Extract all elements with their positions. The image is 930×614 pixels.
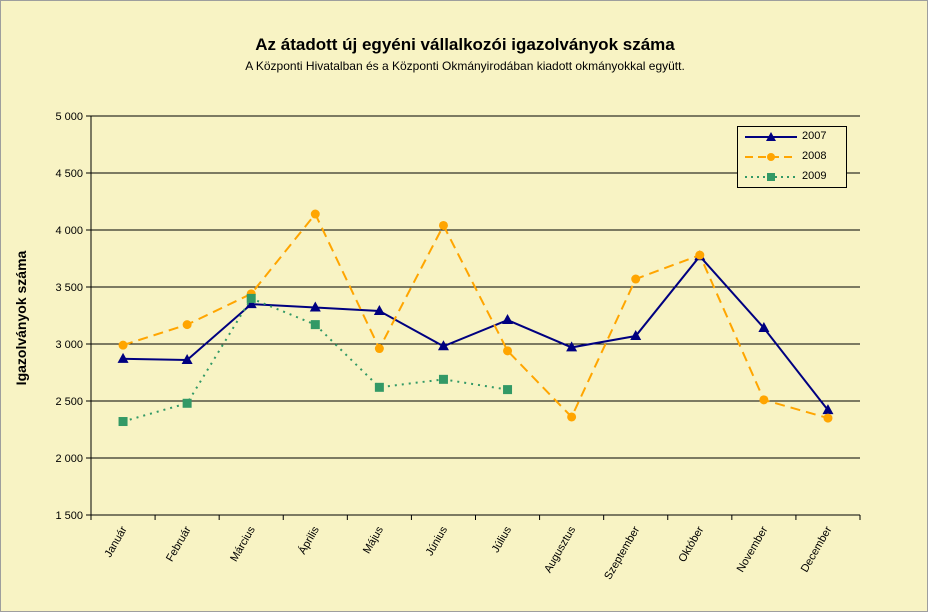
data-point-2009 xyxy=(438,374,448,384)
data-point-2007 xyxy=(630,330,642,341)
x-tick-label: November xyxy=(735,524,771,574)
data-point-2008 xyxy=(759,395,769,405)
y-tick-label: 3 000 xyxy=(55,339,83,351)
y-tick-label: 4 500 xyxy=(55,168,83,180)
y-tick-label: 2 000 xyxy=(55,453,83,465)
legend-label-2009: 2009 xyxy=(802,170,827,182)
legend-item-2008: 2008 xyxy=(738,147,846,167)
legend-symbol-2009 xyxy=(745,173,797,181)
x-tick-label: Május xyxy=(361,524,386,556)
legend: 2007 2008 2009 xyxy=(737,126,847,188)
x-tick-label: Március xyxy=(228,524,258,564)
y-tick-label: 3 500 xyxy=(55,282,83,294)
x-tick-label: Szeptember xyxy=(602,524,642,582)
x-tick-label: Június xyxy=(424,524,451,558)
x-tick-label: Október xyxy=(676,524,706,564)
y-tick-label: 2 500 xyxy=(55,396,83,408)
series-line-2008 xyxy=(122,212,829,420)
data-point-2009 xyxy=(310,320,320,330)
data-point-2009 xyxy=(503,385,513,395)
data-point-2009 xyxy=(118,417,128,427)
data-point-2007 xyxy=(437,340,449,351)
y-tick-label: 5 000 xyxy=(55,111,83,123)
legend-symbol-2008 xyxy=(745,153,797,161)
data-point-2008 xyxy=(374,344,384,354)
y-tick-label: 1 500 xyxy=(55,510,83,522)
x-tick-label: Április xyxy=(296,524,322,557)
data-point-2007 xyxy=(373,304,385,315)
x-tick-label: Augusztus xyxy=(542,524,578,575)
data-point-2008 xyxy=(695,250,705,260)
legend-label-2007: 2007 xyxy=(802,130,827,142)
chart-subtitle: A Központi Hivatalban és a Központi Okmá… xyxy=(245,59,685,73)
data-point-2009 xyxy=(374,382,384,392)
data-point-2007 xyxy=(758,322,770,333)
x-tick-label: Január xyxy=(102,524,129,559)
x-tick-label: December xyxy=(799,524,835,574)
data-point-2007 xyxy=(309,301,321,312)
data-point-2008 xyxy=(438,220,448,230)
data-point-2007 xyxy=(117,352,129,363)
legend-label-2008: 2008 xyxy=(802,150,827,162)
legend-item-2007: 2007 xyxy=(738,127,846,147)
legend-item-2009: 2009 xyxy=(738,167,846,187)
data-point-2007 xyxy=(822,404,834,415)
data-point-2008 xyxy=(567,412,577,422)
legend-symbol-2007 xyxy=(745,132,797,141)
data-point-2008 xyxy=(631,274,641,284)
data-point-2007 xyxy=(502,314,514,325)
chart-title: Az átadott új egyéni vállalkozói igazolv… xyxy=(255,35,675,54)
data-point-2007 xyxy=(566,341,578,352)
x-tick-label: Február xyxy=(164,524,194,564)
series-line-2007 xyxy=(123,254,829,411)
data-point-2007 xyxy=(181,353,193,364)
data-point-2009 xyxy=(182,398,192,408)
data-point-2009 xyxy=(246,293,256,303)
data-point-2008 xyxy=(310,209,320,219)
data-point-2008 xyxy=(182,320,192,330)
data-point-2008 xyxy=(118,340,128,350)
data-point-2008 xyxy=(503,346,513,356)
data-point-2007 xyxy=(245,298,257,309)
y-tick-label: 4 000 xyxy=(55,225,83,237)
data-point-2008 xyxy=(823,413,833,423)
x-tick-label: Július xyxy=(490,524,515,555)
